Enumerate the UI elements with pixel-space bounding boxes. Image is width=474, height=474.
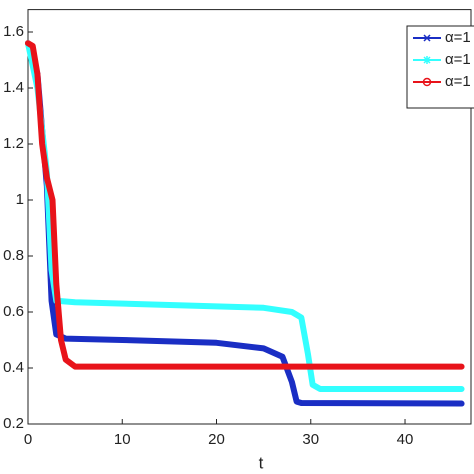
legend-label: α=1 [445, 73, 471, 90]
legend-label: α=1 [445, 29, 471, 46]
x-tick-label: 0 [24, 431, 32, 448]
x-tick-label: 30 [302, 431, 319, 448]
y-tick-label: 1.2 [3, 135, 24, 152]
legend-label: α=1 [445, 51, 471, 68]
plot-area [27, 9, 472, 425]
y-tick-label: 1.6 [3, 23, 24, 40]
x-tick-label: 10 [114, 431, 131, 448]
y-tick-label: 1.4 [3, 79, 24, 96]
y-tick-label: 0.6 [3, 303, 24, 320]
legend-box [406, 25, 474, 109]
x-tick-label: 40 [397, 431, 414, 448]
y-tick-label: 0.4 [3, 359, 24, 376]
x-axis-label: t [259, 453, 264, 472]
x-tick-label: 20 [208, 431, 225, 448]
legend-marker [422, 77, 432, 87]
legend-marker [423, 56, 431, 64]
y-tick-label: 0.8 [3, 247, 24, 264]
y-tick-label: 0.2 [3, 415, 24, 432]
series-line [25, 40, 465, 370]
y-tick-label: 1 [16, 191, 24, 208]
legend-marker [423, 34, 431, 42]
